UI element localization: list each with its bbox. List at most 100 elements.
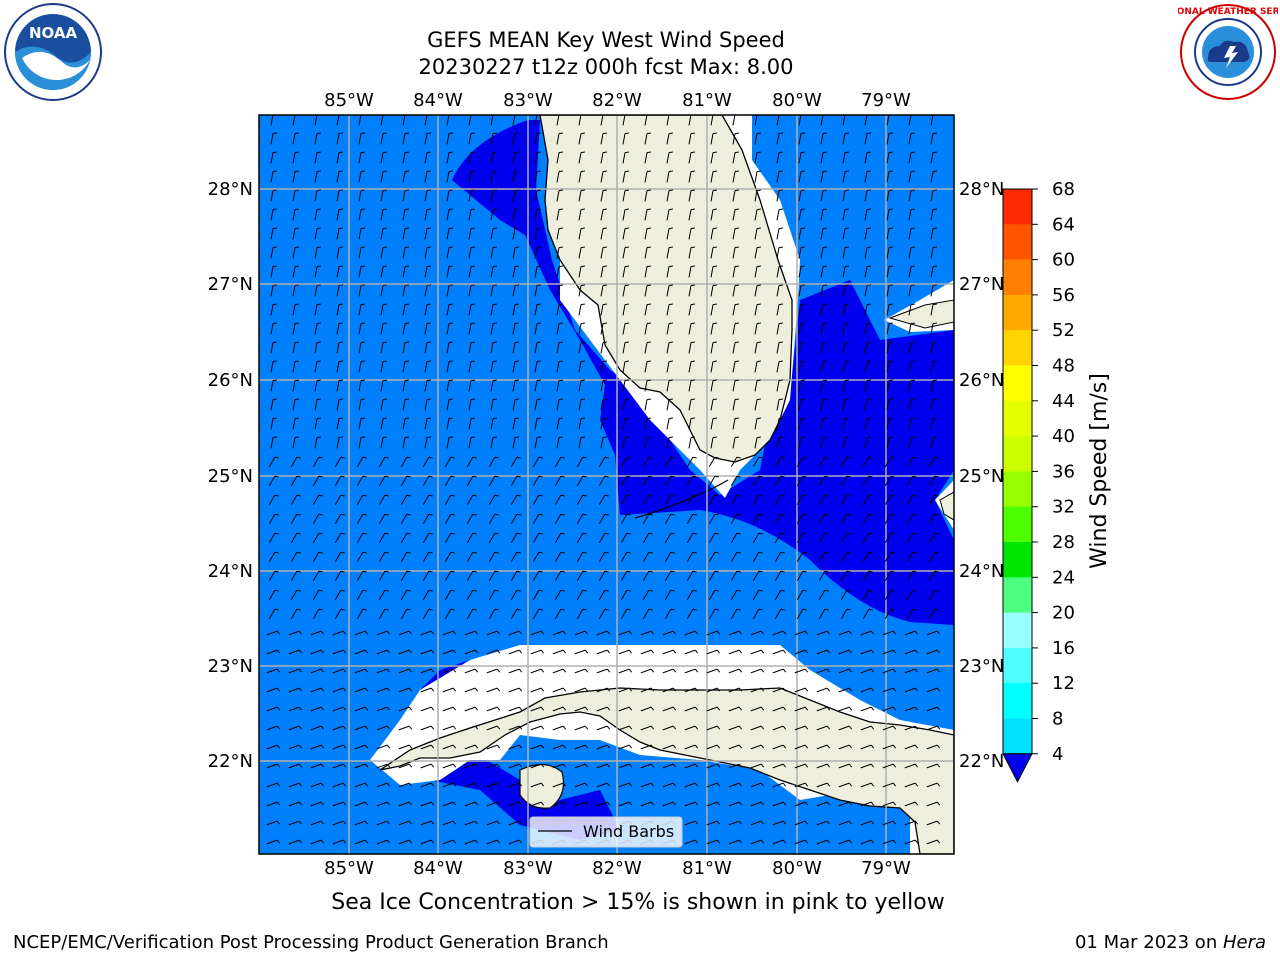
- wind-barb: [798, 227, 805, 240]
- lat-label-left: 22°N: [208, 751, 253, 772]
- wind-barb: [268, 608, 279, 620]
- wind-barb: [754, 417, 761, 430]
- wind-barb: [446, 170, 453, 183]
- wind-barb: [754, 208, 761, 221]
- wind-barb: [774, 589, 785, 601]
- wind-barb: [730, 532, 741, 544]
- wind-barb: [818, 570, 829, 582]
- wind-barb: [664, 475, 675, 487]
- wind-barb: [820, 132, 827, 145]
- wind-barb: [486, 706, 501, 712]
- wind-barb: [312, 513, 323, 525]
- wind-barb: [400, 570, 411, 582]
- wind-barb: [574, 668, 589, 674]
- wind-barb: [644, 379, 651, 392]
- wind-barb: [776, 265, 783, 278]
- wind-barb: [510, 589, 521, 601]
- wind-barb: [466, 456, 477, 468]
- colorbar-tick-label: 64: [1052, 214, 1075, 235]
- wind-barbs-legend: Wind Barbs: [529, 816, 683, 848]
- wind-barb: [292, 360, 299, 373]
- wind-barb: [710, 151, 717, 164]
- wind-barb: [776, 227, 783, 240]
- wind-barb: [596, 744, 611, 750]
- wind-barb: [774, 456, 785, 468]
- wind-barb: [554, 608, 565, 620]
- wind-barb: [644, 208, 651, 221]
- wind-barb: [796, 513, 807, 525]
- wind-barb: [270, 170, 277, 183]
- lat-label-left: 27°N: [208, 274, 253, 295]
- wind-barb: [776, 303, 783, 316]
- wind-barb: [732, 360, 739, 373]
- colorbar-ticks: 68 64 60 56 52 48 44 40 36 32 28 24 20 16 12 8 4: [1032, 179, 1075, 765]
- wind-barb: [598, 494, 609, 506]
- wind-barb: [444, 608, 455, 620]
- wind-barb: [928, 475, 939, 487]
- wind-barb: [908, 398, 915, 411]
- wind-barb: [556, 341, 563, 354]
- land-florida: [539, 115, 793, 463]
- wind-barb: [642, 456, 653, 468]
- wind-barb: [600, 151, 607, 164]
- wind-barb: [578, 246, 585, 259]
- wind-barb: [820, 115, 824, 126]
- wind-barb: [706, 630, 721, 636]
- wind-barb: [686, 494, 697, 506]
- wind-barb: [576, 456, 587, 468]
- wind-barb: [376, 839, 391, 845]
- wind-barb: [622, 341, 629, 354]
- footer-host: Hera: [1222, 932, 1266, 953]
- wind-barb: [930, 265, 937, 278]
- wind-barb: [446, 417, 453, 430]
- wind-barb: [930, 189, 937, 202]
- wind-barb: [422, 570, 433, 582]
- wind-barb: [530, 668, 545, 674]
- wind-barb: [534, 132, 541, 145]
- wind-barb: [424, 436, 431, 449]
- wind-barb: [798, 265, 805, 278]
- wind-barb: [468, 227, 475, 240]
- wind-barb: [310, 839, 325, 845]
- wind-barb: [288, 744, 303, 750]
- wind-barb: [600, 189, 607, 202]
- wind-barb: [468, 151, 475, 164]
- wind-barb: [622, 436, 629, 449]
- wind-barb: [270, 115, 274, 126]
- wind-barb: [904, 801, 919, 807]
- wind-barb: [490, 379, 497, 392]
- wind-barb: [336, 151, 343, 164]
- wind-barb: [596, 782, 611, 788]
- wind-barb: [310, 630, 325, 636]
- wind-barb: [708, 589, 719, 601]
- wind-barb: [798, 170, 805, 183]
- wind-barb: [708, 551, 719, 563]
- wind-barb: [468, 322, 475, 335]
- wind-barb: [600, 417, 607, 430]
- wind-barb: [554, 551, 565, 563]
- wind-barb: [774, 475, 785, 487]
- wind-barb: [400, 513, 411, 525]
- wind-barb: [552, 801, 567, 807]
- wind-barb: [864, 227, 871, 240]
- wind-barb: [444, 456, 455, 468]
- wind-barb: [666, 322, 673, 335]
- wind-barb: [270, 246, 277, 259]
- wind-barb: [420, 801, 435, 807]
- wind-barb: [732, 170, 739, 183]
- wind-barb: [842, 227, 849, 240]
- wind-barb: [820, 341, 827, 354]
- wind-barb: [314, 227, 321, 240]
- wind-barb: [906, 570, 917, 582]
- wind-barb: [840, 532, 851, 544]
- wind-barb: [776, 189, 783, 202]
- wind-barb: [622, 398, 629, 411]
- wind-barb: [310, 668, 325, 674]
- wind-barb: [578, 322, 585, 335]
- wind-barb: [750, 801, 765, 807]
- wind-barb: [730, 589, 741, 601]
- wind-barb: [622, 246, 629, 259]
- wind-barb: [862, 570, 873, 582]
- wind-barb: [266, 687, 281, 693]
- wind-barb: [556, 284, 563, 297]
